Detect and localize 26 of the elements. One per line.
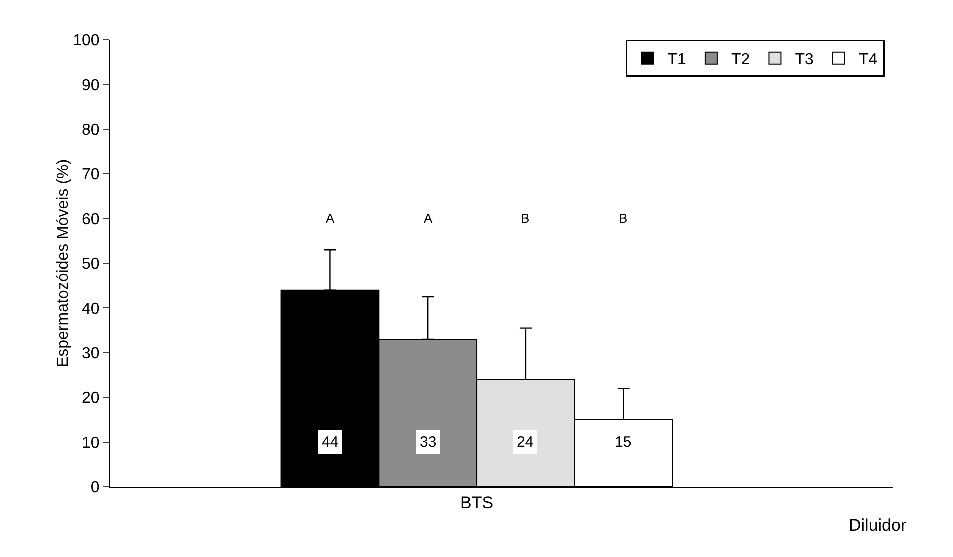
y-tick-label: 40 <box>82 300 100 318</box>
data-label: 24 <box>517 434 534 451</box>
y-tick-label: 30 <box>82 346 100 362</box>
legend-label: T3 <box>795 52 814 69</box>
legend-label: T1 <box>668 52 686 69</box>
y-axis-title: Espermatozóides Móveis (%) <box>55 159 72 368</box>
y-tick-label: 90 <box>82 77 100 94</box>
y-tick-label: 50 <box>82 256 100 274</box>
y-tick-label: 0 <box>90 480 100 497</box>
y-tick-label: 70 <box>82 166 100 184</box>
legend-label: T2 <box>731 52 750 69</box>
y-tick-label: 20 <box>82 390 100 408</box>
y-tick-label: 100 <box>73 32 100 50</box>
y-tick-label: 80 <box>82 122 100 139</box>
y-tick-label: 60 <box>82 211 100 228</box>
x-axis-title: Diluidor <box>849 516 907 535</box>
data-label: 33 <box>420 434 437 451</box>
legend-label: T4 <box>858 52 878 69</box>
data-label: 44 <box>322 434 339 451</box>
x-tick-label: BTS <box>460 493 494 512</box>
y-tick-label: 10 <box>82 434 100 452</box>
data-label: 15 <box>615 434 632 451</box>
annotation: B <box>619 211 628 226</box>
annotation: A <box>326 211 335 226</box>
annotation: A <box>424 211 433 226</box>
annotation: B <box>521 211 530 226</box>
